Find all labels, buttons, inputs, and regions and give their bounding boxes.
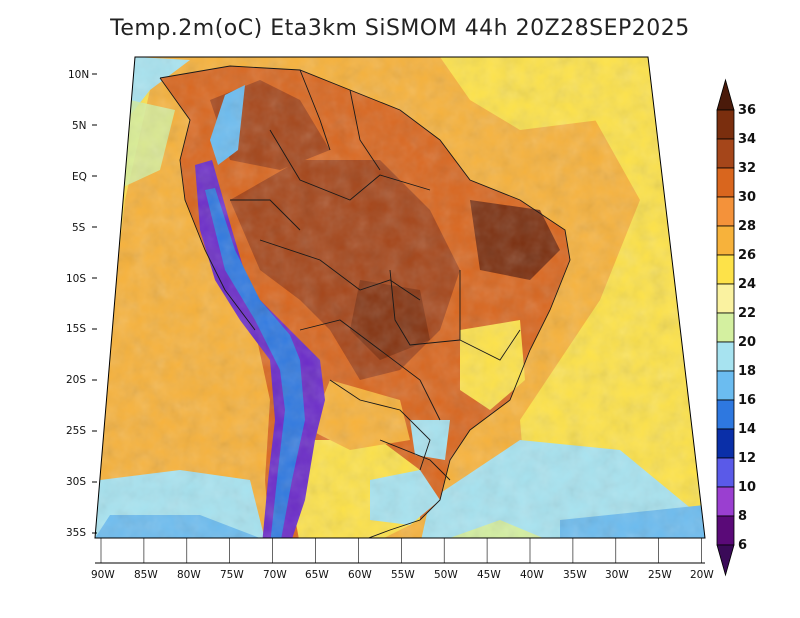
colorbar-label: 18 [738, 364, 756, 379]
lat-label: 5N [72, 120, 87, 132]
colorbar-labels: 36 34 32 30 28 26 24 22 20 18 16 14 12 1… [738, 103, 756, 553]
lat-label: EQ [72, 171, 87, 183]
colorbar-label: 8 [738, 509, 747, 524]
colorbar-label: 26 [738, 248, 756, 263]
lat-label: 10S [66, 273, 86, 285]
colorbar-swatch [716, 283, 735, 314]
longitude-labels: 90W 85W 80W 75W 70W 65W 60W 55W 50W 45W … [91, 569, 714, 581]
colorbar-label: 28 [738, 219, 756, 234]
colorbar-label: 22 [738, 306, 756, 321]
colorbar-swatch [716, 109, 735, 140]
colorbar-swatch [716, 457, 735, 488]
lat-label: 25S [66, 425, 86, 437]
colorbar-bottom-arrow [716, 544, 735, 577]
latitude-labels: 10N 5N EQ 5S 10S 15S 20S 25S 30S 35S [66, 69, 89, 539]
colorbar-label: 36 [738, 103, 756, 118]
lat-label: 5S [72, 222, 86, 234]
colorbar-swatch [716, 486, 735, 517]
colorbar [716, 78, 735, 577]
lon-label: 60W [348, 569, 372, 581]
colorbar-swatch [716, 515, 735, 546]
colorbar-label: 24 [738, 277, 756, 292]
country-borders [159, 65, 571, 538]
lon-label: 70W [263, 569, 287, 581]
colorbar-label: 16 [738, 393, 756, 408]
lat-label: 20S [66, 374, 86, 386]
lon-label: 20W [690, 569, 714, 581]
lon-label: 45W [477, 569, 501, 581]
colorbar-top-arrow [716, 78, 735, 111]
colorbar-label: 12 [738, 451, 756, 466]
lon-label: 80W [177, 569, 201, 581]
lon-label: 75W [220, 569, 244, 581]
colorbar-swatch [716, 225, 735, 256]
colorbar-swatch [716, 312, 735, 343]
lat-label: 10N [68, 69, 89, 81]
lon-label: 40W [520, 569, 544, 581]
temperature-field [95, 57, 705, 538]
lat-label: 35S [66, 527, 86, 539]
lon-label: 25W [648, 569, 672, 581]
colorbar-label: 30 [738, 190, 756, 205]
colorbar-swatch [716, 399, 735, 430]
colorbar-swatch [716, 370, 735, 401]
lon-label: 30W [605, 569, 629, 581]
map-title: Temp.2m(oC) Eta3km SiSMOM 44h 20Z28SEP20… [110, 16, 690, 41]
colorbar-swatch [716, 167, 735, 198]
colorbar-label: 34 [738, 132, 756, 147]
lon-label: 50W [434, 569, 458, 581]
colorbar-swatch [716, 196, 735, 227]
colorbar-swatch [716, 428, 735, 459]
colorbar-label: 10 [738, 480, 756, 495]
colorbar-label: 6 [738, 538, 747, 553]
lon-label: 90W [91, 569, 115, 581]
lon-label: 55W [391, 569, 415, 581]
colorbar-label: 20 [738, 335, 756, 350]
colorbar-swatch [716, 341, 735, 372]
axis-ticks [92, 73, 705, 564]
colorbar-label: 14 [738, 422, 756, 437]
field-texture [95, 57, 705, 538]
colorbar-swatch [716, 254, 735, 285]
lat-label: 30S [66, 476, 86, 488]
lon-label: 35W [563, 569, 587, 581]
lon-label: 85W [134, 569, 158, 581]
colorbar-swatch [716, 138, 735, 169]
lon-label: 65W [305, 569, 329, 581]
colorbar-label: 32 [738, 161, 756, 176]
domain-frame [94, 56, 706, 539]
lat-label: 15S [66, 323, 86, 335]
